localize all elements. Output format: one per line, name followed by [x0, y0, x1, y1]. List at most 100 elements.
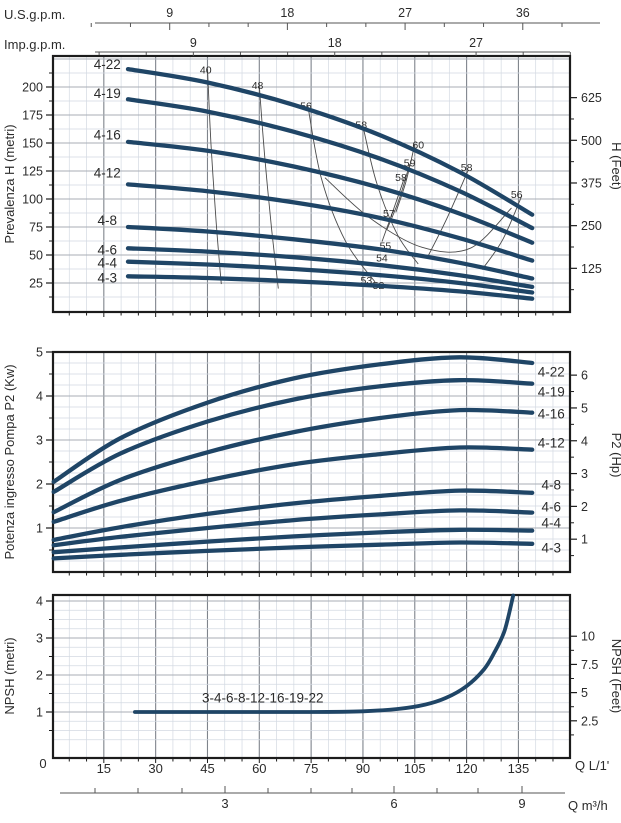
panel-head: 25 50 75 100 125 150 175 200 125 250 375 500 625 40 48…	[22, 54, 602, 317]
imp-gpm-axis-title: Imp.g.p.m.	[4, 37, 65, 52]
us-gpm-tick-label: 9	[166, 6, 173, 20]
y-tick-label: 1	[36, 522, 43, 536]
y-tick-label: 200	[22, 81, 43, 95]
y-tick-label: 2	[36, 669, 43, 683]
curve-4-16	[125, 139, 535, 245]
panel-power: 1 2 3 4 5 1 2 3 4 5 6 4-22 4-19 4-16 4-12 4-8 4-6 4-4 4-3	[36, 346, 588, 577]
curve-4-12	[125, 182, 535, 263]
lmin-tick-label: 105	[404, 761, 426, 776]
gridlines	[53, 352, 570, 572]
gridlines	[53, 595, 570, 758]
right-tick-label: 5	[581, 401, 588, 415]
imp-gpm-tick-label: 18	[328, 36, 342, 50]
series-label-4-12: 4-12	[94, 166, 121, 181]
m3h-tick-label: 9	[518, 796, 525, 811]
series-label-4-6: 4-6	[98, 242, 118, 257]
head-y-axis-title: Prevalenza H (metri)	[2, 124, 17, 243]
y-tick-label: 125	[22, 165, 43, 179]
series-label-4-3: 4-3	[541, 540, 561, 555]
right-tick-label: 625	[581, 91, 602, 105]
curve-4-4	[51, 527, 535, 555]
lmin-tick-label: 90	[356, 761, 370, 776]
us-gpm-tick-label: 18	[280, 6, 294, 20]
efficiency-label-59: 59	[404, 158, 416, 170]
efficiency-line-59	[386, 164, 411, 230]
curves: 4-22 4-19 4-16 4-12 4-8 4-6 4-4 4-3	[51, 355, 565, 561]
power-right-axis-title: P2 (Hp)	[609, 433, 621, 478]
efficiency-line-58	[428, 169, 469, 256]
y-tick-label: 25	[29, 277, 43, 291]
right-tick-label: 375	[581, 176, 602, 190]
curve-4-16	[51, 407, 535, 515]
left-axis: 25 50 75 100 125 150 175 200	[22, 72, 53, 298]
lmin-tick-label: 15	[97, 761, 111, 776]
efficiency-line-40	[207, 69, 222, 285]
panel-npsh: 1 2 3 4 2.5 5 7.5 10 3-4-6-8-12-16-19-22	[36, 593, 598, 763]
npsh-right-axis-title: NPSH (Feet)	[609, 639, 621, 713]
series-label-3-4-6-8-12-16-19-22: 3-4-6-8-12-16-19-22	[202, 690, 324, 705]
right-tick-label: 250	[581, 219, 602, 233]
flow-lmin-axis-title: Q L/1'	[575, 758, 609, 773]
y-tick-label: 175	[22, 109, 43, 123]
y-tick-label: 4	[36, 595, 43, 609]
curve-4-19	[51, 378, 535, 495]
imp-gpm-tick-label: 27	[469, 36, 483, 50]
right-axis: 125 250 375 500 625	[570, 91, 602, 291]
curve-3-4-6-8-12-16-19-22	[133, 593, 516, 714]
y-tick-label: 50	[29, 249, 43, 263]
lmin-tick-label: 30	[148, 761, 162, 776]
right-tick-label: 2.5	[581, 714, 598, 728]
curve-4-22	[51, 355, 535, 484]
efficiency-label-58: 58	[355, 119, 367, 131]
y-tick-label: 1	[36, 706, 43, 720]
right-tick-label: 500	[581, 134, 602, 148]
curve-4-6	[51, 508, 535, 548]
lmin-tick-label: 75	[304, 761, 318, 776]
efficiency-line-60	[395, 143, 416, 213]
npsh-y-axis-title: NPSH (metri)	[2, 637, 17, 714]
curve-4-3	[51, 540, 535, 561]
series-label-4-12: 4-12	[538, 436, 565, 451]
efficiency-label-48: 48	[252, 80, 264, 92]
us-gpm-tick-label: 36	[516, 6, 530, 20]
y-tick-label: 150	[22, 137, 43, 151]
m3h-tick-label: 3	[221, 796, 228, 811]
lmin-tick-label: 60	[252, 761, 266, 776]
lmin-tick-label: 135	[508, 761, 530, 776]
right-tick-label: 3	[581, 467, 588, 481]
efficiency-label-55: 55	[380, 240, 392, 252]
right-tick-label: 10	[581, 630, 595, 644]
series-label-4-6: 4-6	[541, 499, 561, 514]
y-tick-label: 2	[36, 478, 43, 492]
efficiency-line-58	[381, 177, 405, 242]
series-label-4-16: 4-16	[94, 128, 121, 143]
generated-chart-layers: 2550751001251501752001252503755006254048…	[22, 6, 602, 811]
series-label-4-8: 4-8	[541, 477, 561, 492]
series-label-4-4: 4-4	[98, 255, 118, 270]
left-axis: 1 2 3 4	[36, 595, 53, 731]
right-tick-label: 4	[581, 434, 588, 448]
series-label-4-16: 4-16	[538, 407, 565, 422]
imp-gpm-tick-label: 9	[190, 36, 197, 50]
right-tick-label: 125	[581, 262, 602, 276]
series-label-4-22: 4-22	[538, 364, 565, 379]
bottom-ticks	[68, 312, 554, 317]
left-axis: 1 2 3 4 5	[36, 346, 53, 551]
series-label-4-8: 4-8	[98, 213, 118, 228]
y-tick-label: 75	[29, 221, 43, 235]
us-gpm-tick-label: 27	[398, 6, 412, 20]
curve-4-8	[51, 488, 535, 543]
efficiency-label-56: 56	[511, 189, 523, 201]
y-tick-label: 100	[22, 193, 43, 207]
y-tick-label: 3	[36, 632, 43, 646]
y-tick-label: 4	[36, 390, 43, 404]
power-y-axis-title: Potenza ingresso Pompa P2 (Kw)	[2, 364, 17, 559]
right-tick-label: 6	[581, 369, 588, 383]
series-label-4-19: 4-19	[94, 86, 121, 101]
efficiency-label-40: 40	[200, 65, 212, 77]
efficiency-line-48	[258, 85, 279, 289]
curve-4-19	[125, 97, 535, 231]
curve-4-4	[125, 259, 535, 295]
